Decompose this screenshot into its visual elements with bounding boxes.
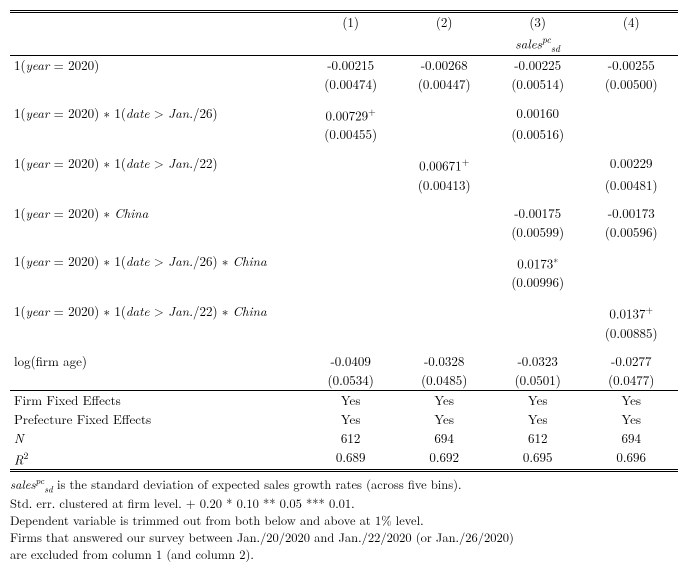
row-label: 1(year = 2020) ∗ 1(date > Jan./26) xyxy=(10,104,304,125)
row-label: 1(year = 2020) ∗ 1(date > Jan./26) ∗ Chi… xyxy=(10,252,304,273)
row-label: 1(year = 2020) ∗ 1(date > Jan./22) ∗ Chi… xyxy=(10,302,304,323)
row-label: log(firm age) xyxy=(10,352,304,371)
table-notes: salespcsd is the standard deviation of e… xyxy=(10,474,678,563)
note-line: salespcsd is the standard deviation of e… xyxy=(10,474,678,495)
stat-label: Firm Fixed Effects xyxy=(10,391,304,410)
dep-var: salespcsd xyxy=(491,32,585,56)
col-1: (1) xyxy=(304,13,398,32)
col-2: (2) xyxy=(397,13,491,32)
row-label: 1(year = 2020) xyxy=(10,56,304,75)
stat-label: Prefecture Fixed Effects xyxy=(10,410,304,429)
note-line: Dependent variable is trimmed out from b… xyxy=(10,512,678,529)
note-line: Std. err. clustered at firm level. + 0.2… xyxy=(10,495,678,512)
note-line: Firms that answered our survey between J… xyxy=(10,529,678,546)
row-label: 1(year = 2020) ∗ 1(date > Jan./22) xyxy=(10,154,304,175)
row-label: 1(year = 2020) ∗ China xyxy=(10,204,304,223)
note-line: are excluded from column 1 (and column 2… xyxy=(10,546,678,563)
regression-table: (1)(2)(3)(4)salespcsd1(year = 2020)-0.00… xyxy=(10,10,678,472)
stat-label: N xyxy=(10,429,304,448)
stat-label: R2 xyxy=(10,448,304,471)
col-3: (3) xyxy=(491,13,585,32)
col-4: (4) xyxy=(584,13,678,32)
